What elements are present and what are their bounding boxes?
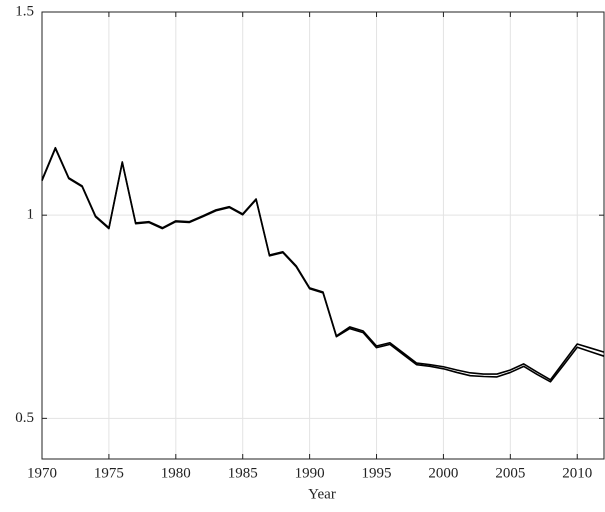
x-axis-label: Year — [308, 486, 336, 502]
x-tick-label: 1980 — [161, 465, 191, 481]
x-tick-label: 2010 — [562, 465, 592, 481]
x-tick-label: 1975 — [94, 465, 124, 481]
data-line — [41, 147, 605, 383]
y-tick-label: 1 — [27, 207, 35, 223]
x-tick-label: 1990 — [295, 465, 325, 481]
y-tick-label: 0.5 — [15, 410, 34, 426]
plot-frame — [41, 11, 605, 460]
x-tick-label: 1995 — [362, 465, 392, 481]
x-tick-label: 2005 — [495, 465, 525, 481]
x-tick-label: 2000 — [428, 465, 458, 481]
x-tick-label: 1970 — [27, 465, 57, 481]
y-tick-label: 1.5 — [15, 3, 34, 19]
x-tick-label: 1985 — [228, 465, 258, 481]
